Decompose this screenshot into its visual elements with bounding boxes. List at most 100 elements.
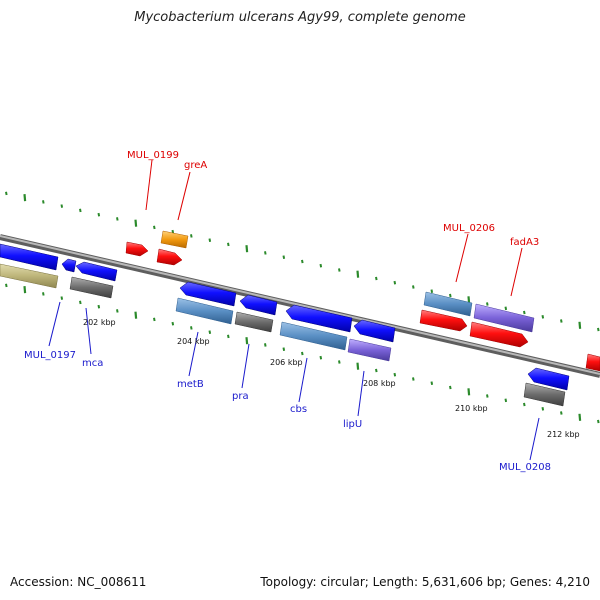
upper-tick-mark: [560, 319, 563, 323]
gene-labels: MUL_0199 greA MUL_0206 fadA3 MUL_0197 mc…: [24, 150, 551, 473]
lower-tick-mark: [319, 355, 323, 360]
lower-tick-mark: [338, 360, 341, 364]
gene-fada3-box[interactable]: [473, 303, 535, 333]
upper-tick-mark: [97, 212, 101, 217]
gene-grea-box[interactable]: [160, 230, 189, 249]
gene-mul0208-arrow[interactable]: [527, 367, 570, 391]
lower-tick-mark: [523, 402, 526, 407]
gene-lipu-box[interactable]: [347, 338, 392, 362]
upper-tick-mark: [338, 268, 341, 272]
lower-tick-mark: [227, 334, 230, 339]
lower-tick-mark: [486, 394, 489, 398]
label-cbs[interactable]: cbs: [290, 404, 307, 415]
lower-tick-mark: [541, 407, 545, 411]
upper-tick-mark: [319, 263, 323, 268]
kbp-label-208: 208 kbp: [363, 379, 396, 388]
lower-tick-mark: [597, 419, 600, 424]
gene-metb-arrow[interactable]: [179, 281, 237, 307]
gene-mul0199-arrow[interactable]: [125, 241, 149, 257]
upper-tick-mark: [264, 251, 267, 255]
upper-tick-mark: [541, 315, 545, 319]
accession-text: Accession: NC_008611: [10, 575, 147, 589]
gene-red-edge[interactable]: [585, 353, 600, 372]
label-connectors: [48, 159, 540, 461]
upper-tick-mark: [430, 289, 434, 293]
upper-tick-mark: [504, 306, 508, 311]
gene-blue-left-2[interactable]: [61, 258, 77, 273]
upper-tick-mark: [245, 245, 249, 253]
reverse-strand-genes: [0, 243, 570, 407]
upper-tick-mark: [23, 194, 27, 202]
lower-tick-mark: [5, 283, 8, 288]
upper-tick-mark: [282, 255, 286, 259]
gene-mul0206-box[interactable]: [423, 291, 473, 317]
kbp-label-202: 202 kbp: [83, 318, 116, 327]
gene-metb-box[interactable]: [175, 297, 234, 325]
upper-tick-mark: [116, 217, 119, 221]
gene-mul0208-box[interactable]: [523, 382, 566, 407]
lower-tick-mark: [282, 347, 286, 351]
kbp-label-204: 204 kbp: [177, 337, 210, 346]
lower-tick-mark: [560, 411, 563, 415]
lower-tick-mark: [356, 362, 360, 370]
forward-strand-genes: [125, 230, 600, 372]
gene-grea-arrow[interactable]: [156, 248, 183, 266]
label-pra[interactable]: pra: [232, 391, 249, 402]
label-mul0197[interactable]: MUL_0197: [24, 350, 76, 361]
lower-tick-mark: [79, 300, 82, 305]
lower-tick-mark: [375, 368, 378, 373]
upper-tick-mark: [208, 238, 212, 242]
upper-tick-mark: [597, 327, 600, 332]
label-mca[interactable]: mca: [82, 358, 103, 369]
label-grea[interactable]: greA: [184, 160, 207, 171]
genome-backbone: [0, 234, 600, 378]
upper-tick-row: [5, 191, 600, 332]
label-mul0199[interactable]: MUL_0199: [127, 150, 179, 161]
upper-tick-mark: [134, 219, 138, 227]
upper-tick-mark: [79, 208, 82, 213]
lower-tick-mark: [23, 286, 27, 294]
gene-lipu-arrow[interactable]: [353, 319, 396, 343]
upper-tick-mark: [227, 242, 230, 247]
lower-tick-mark: [578, 413, 582, 421]
upper-tick-mark: [60, 204, 64, 208]
gene-blue-left-3[interactable]: [75, 261, 118, 282]
lower-tick-mark: [301, 351, 304, 356]
label-mul0208[interactable]: MUL_0208: [499, 462, 551, 473]
label-lipu[interactable]: lipU: [343, 419, 362, 430]
map-title: Mycobacterium ulcerans Agy99, complete g…: [134, 10, 466, 25]
kbp-label-210: 210 kbp: [455, 404, 488, 413]
lower-tick-mark: [504, 398, 508, 403]
genome-summary-text: Topology: circular; Length: 5,631,606 bp…: [260, 575, 590, 589]
upper-tick-mark: [356, 270, 360, 278]
upper-tick-mark: [153, 225, 156, 230]
gene-cbs-arrow[interactable]: [285, 304, 353, 333]
lower-tick-mark: [412, 377, 415, 381]
gene-cbs-box[interactable]: [279, 321, 348, 351]
lower-tick-mark: [153, 317, 156, 322]
gene-pra-box[interactable]: [234, 311, 274, 333]
lower-tick-mark: [97, 304, 101, 309]
upper-tick-mark: [190, 234, 193, 238]
upper-tick-mark: [486, 302, 489, 306]
lower-tick-mark: [449, 385, 452, 390]
gene-mul0197-box[interactable]: [0, 263, 59, 289]
upper-tick-mark: [523, 310, 526, 315]
kbp-label-206: 206 kbp: [270, 358, 303, 367]
label-mul0206[interactable]: MUL_0206: [443, 223, 495, 234]
gene-red-arrow-2[interactable]: [469, 321, 529, 348]
upper-tick-mark: [412, 285, 415, 289]
kbp-label-212: 212 kbp: [547, 430, 580, 439]
upper-tick-mark: [301, 259, 304, 264]
label-fada3[interactable]: fadA3: [510, 237, 539, 248]
gene-red-arrow-1[interactable]: [419, 309, 468, 332]
upper-tick-mark: [449, 293, 452, 298]
label-metb[interactable]: metB: [177, 379, 204, 390]
upper-tick-mark: [578, 321, 582, 329]
lower-tick-mark: [208, 330, 212, 334]
gene-blue-left-1[interactable]: [0, 243, 59, 271]
gene-mca-box[interactable]: [69, 276, 114, 299]
position-labels: 202 kbp 204 kbp 206 kbp 208 kbp 210 kbp …: [83, 318, 580, 439]
gene-pra-arrow[interactable]: [239, 294, 278, 316]
